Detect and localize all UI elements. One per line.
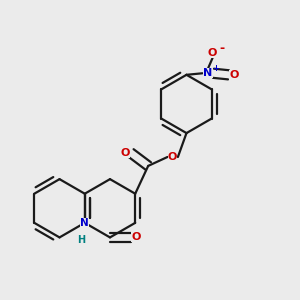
Text: N: N [80,218,89,228]
Text: H: H [78,235,86,245]
Text: +: + [212,64,219,73]
Text: O: O [229,70,239,80]
Text: -: - [219,42,224,55]
Text: O: O [208,48,217,58]
Text: O: O [121,148,130,158]
Text: O: O [168,152,177,162]
Text: N: N [203,68,213,78]
Text: O: O [131,232,141,242]
